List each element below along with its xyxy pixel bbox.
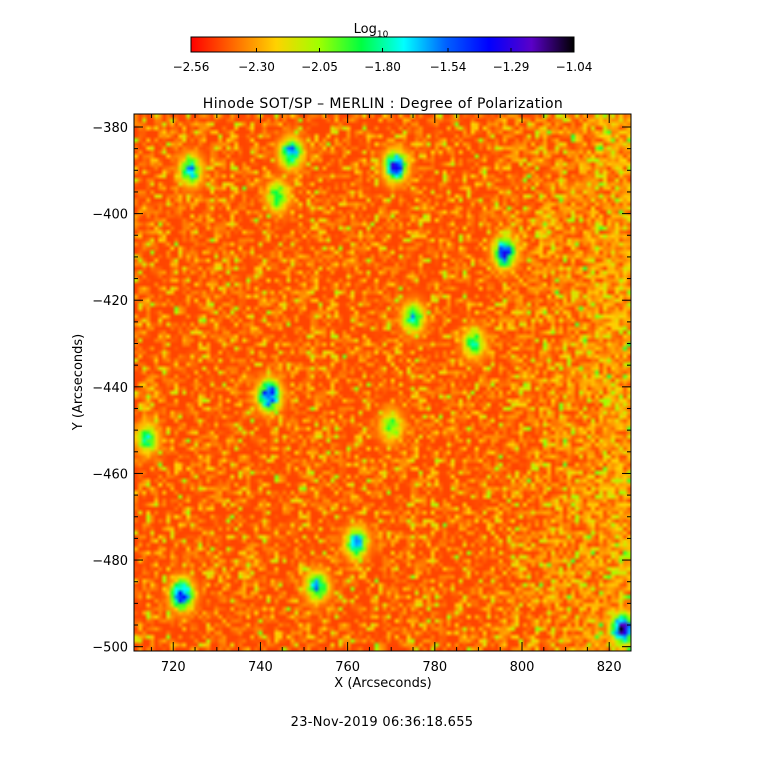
timestamp: 23-Nov-2019 06:36:18.655 bbox=[290, 715, 474, 730]
y-axis-label: Y (Arcseconds) bbox=[71, 334, 86, 431]
x-axis: 720 740 760 780 800 820 bbox=[150, 114, 632, 675]
colorbar-tick-label: −1.29 bbox=[493, 60, 530, 74]
colorbar-label-base: Log bbox=[354, 22, 377, 37]
colorbar-tick-label: −1.54 bbox=[430, 60, 467, 74]
colorbar-tick-label: −2.56 bbox=[173, 60, 210, 74]
colorbar-tick-label: −1.04 bbox=[556, 60, 593, 74]
x-tick-label: 720 bbox=[161, 660, 186, 675]
plot-frame bbox=[133, 113, 632, 652]
colorbar-tick-label: −1.80 bbox=[364, 60, 401, 74]
x-tick-label: 800 bbox=[510, 660, 535, 675]
y-axis: −380 −400 −420 −440 −460 −480 −500 bbox=[92, 121, 631, 656]
colorbar-tick-label: −2.05 bbox=[301, 60, 338, 74]
y-tick-label: −400 bbox=[92, 208, 128, 223]
colorbar-ticks: −2.56 −2.30 −2.05 −1.80 −1.54 −1.29 −1.04 bbox=[173, 48, 593, 74]
heatmap-image bbox=[134, 114, 631, 651]
plot-area bbox=[133, 113, 632, 652]
x-tick-label: 740 bbox=[248, 660, 273, 675]
colorbar: Log10 −2.56 −2.30 −2.05 −1.80 −1.54 −1.29 −1.0… bbox=[173, 22, 593, 74]
x-tick-label: 780 bbox=[422, 660, 447, 675]
colorbar-tick-label: −2.30 bbox=[238, 60, 275, 74]
chart-title: Hinode SOT/SP – MERLIN : Degree of Polar… bbox=[203, 96, 563, 112]
x-tick-label: 820 bbox=[597, 660, 622, 675]
y-tick-label: −480 bbox=[92, 554, 128, 569]
y-tick-label: −500 bbox=[92, 641, 128, 656]
y-tick-label: −440 bbox=[92, 381, 128, 396]
y-tick-label: −380 bbox=[92, 121, 128, 136]
y-tick-label: −460 bbox=[92, 467, 128, 482]
colorbar-label-subscript: 10 bbox=[377, 30, 389, 40]
y-tick-label: −420 bbox=[92, 294, 128, 309]
colorbar-label: Log10 bbox=[354, 22, 389, 40]
x-axis-label: X (Arcseconds) bbox=[334, 676, 431, 691]
x-tick-label: 760 bbox=[335, 660, 360, 675]
